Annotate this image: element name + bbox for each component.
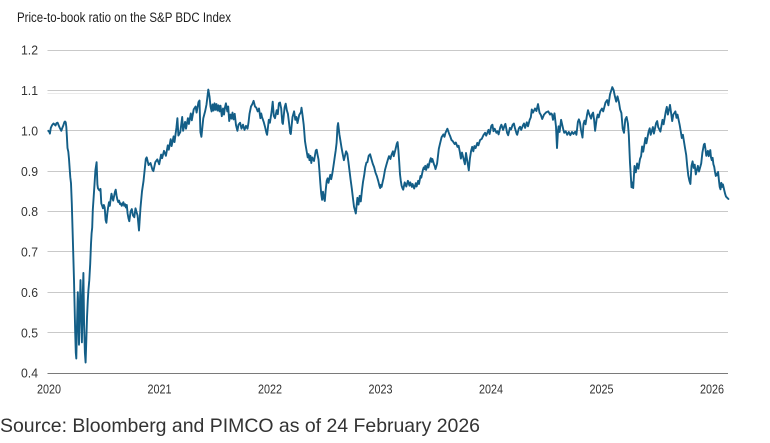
svg-text:0.7: 0.7 xyxy=(21,245,38,260)
svg-text:2025: 2025 xyxy=(590,382,614,397)
svg-text:1.2: 1.2 xyxy=(21,43,38,58)
svg-text:2022: 2022 xyxy=(258,382,282,397)
svg-text:1.1: 1.1 xyxy=(21,83,38,98)
svg-text:Price-to-book ratio on the S&P: Price-to-book ratio on the S&P BDC Index xyxy=(17,10,231,25)
svg-text:1.0: 1.0 xyxy=(21,123,38,138)
svg-text:0.8: 0.8 xyxy=(21,204,38,219)
svg-text:0.9: 0.9 xyxy=(21,164,38,179)
svg-text:2020: 2020 xyxy=(37,382,61,397)
svg-text:Source: Bloomberg and PIMCO as: Source: Bloomberg and PIMCO as of 24 Feb… xyxy=(0,415,480,437)
svg-text:2026: 2026 xyxy=(700,382,724,397)
svg-text:0.4: 0.4 xyxy=(21,366,38,381)
svg-text:2024: 2024 xyxy=(479,382,503,397)
svg-text:0.5: 0.5 xyxy=(21,325,38,340)
svg-text:0.6: 0.6 xyxy=(21,285,38,300)
svg-text:2023: 2023 xyxy=(369,382,393,397)
svg-text:2021: 2021 xyxy=(148,382,172,397)
